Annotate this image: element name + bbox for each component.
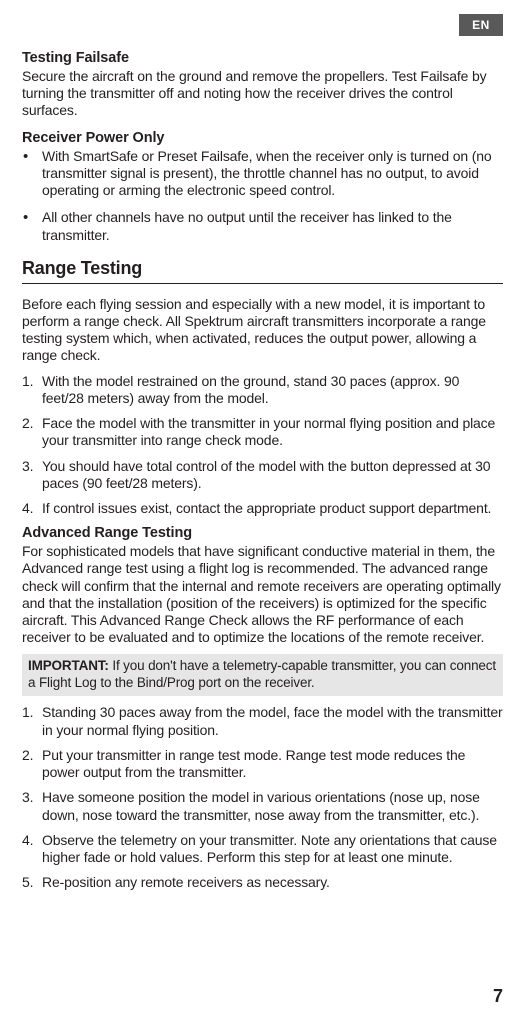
- bullet-list-receiver-power: With SmartSafe or Preset Failsafe, when …: [22, 148, 503, 244]
- heading-range-testing: Range Testing: [22, 258, 503, 279]
- list-item: All other channels have no output until …: [22, 209, 503, 243]
- list-item: If control issues exist, contact the app…: [22, 500, 503, 517]
- page-content: Testing Failsafe Secure the aircraft on …: [22, 50, 503, 891]
- page: EN Testing Failsafe Secure the aircraft …: [0, 0, 525, 1015]
- heading-receiver-power-only: Receiver Power Only: [22, 130, 503, 146]
- list-item: Standing 30 paces away from the model, f…: [22, 704, 503, 738]
- list-item: Observe the telemetry on your transmitte…: [22, 832, 503, 866]
- para-range-testing-intro: Before each flying session and especiall…: [22, 296, 503, 365]
- list-item: With SmartSafe or Preset Failsafe, when …: [22, 148, 503, 200]
- page-number: 7: [493, 986, 503, 1007]
- heading-advanced-range-testing: Advanced Range Testing: [22, 525, 503, 541]
- section-rule: [22, 283, 503, 284]
- ordered-list-range-testing: With the model restrained on the ground,…: [22, 373, 503, 518]
- ordered-list-advanced-range-testing: Standing 30 paces away from the model, f…: [22, 704, 503, 891]
- list-item: You should have total control of the mod…: [22, 458, 503, 492]
- list-item: Put your transmitter in range test mode.…: [22, 747, 503, 781]
- language-tab-en: EN: [459, 14, 503, 36]
- important-text: IMPORTANT: If you don't have a telemetry…: [28, 658, 497, 691]
- important-callout: IMPORTANT: If you don't have a telemetry…: [22, 654, 503, 696]
- list-item: With the model restrained on the ground,…: [22, 373, 503, 407]
- para-advanced-range-testing: For sophisticated models that have signi…: [22, 543, 503, 646]
- important-label: IMPORTANT:: [28, 658, 109, 673]
- heading-testing-failsafe: Testing Failsafe: [22, 50, 503, 66]
- list-item: Re-position any remote receivers as nece…: [22, 874, 503, 891]
- para-testing-failsafe: Secure the aircraft on the ground and re…: [22, 68, 503, 120]
- list-item: Have someone position the model in vario…: [22, 789, 503, 823]
- list-item: Face the model with the transmitter in y…: [22, 415, 503, 449]
